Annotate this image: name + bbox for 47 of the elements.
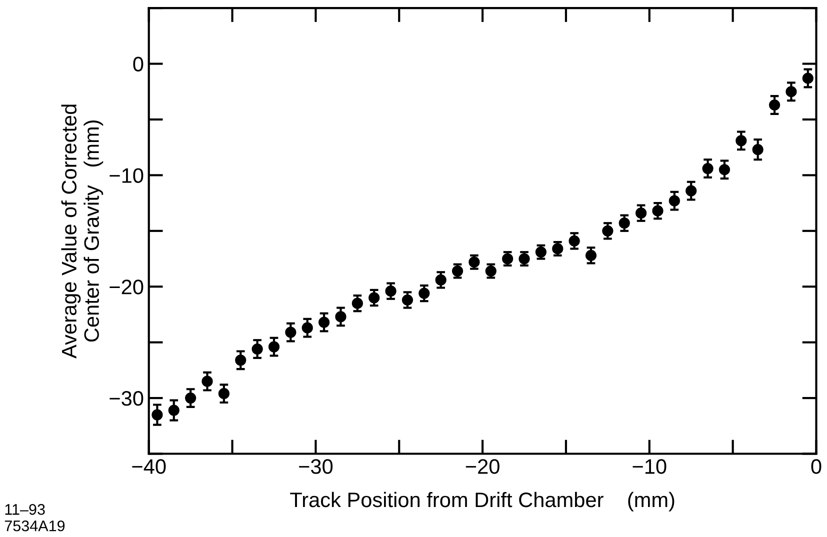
point: [752, 144, 764, 156]
point: [668, 195, 680, 206]
point: [418, 288, 430, 299]
point: [736, 135, 747, 146]
point: [652, 205, 664, 216]
point: [235, 354, 246, 366]
point: [468, 256, 480, 268]
point: [435, 274, 446, 286]
x-tick-label: 0: [811, 459, 822, 474]
point: [185, 392, 196, 404]
point: [168, 404, 180, 416]
point: [786, 86, 797, 98]
point: [768, 99, 780, 111]
y-tick-label: −20: [110, 280, 144, 294]
point: [385, 286, 396, 297]
point: [318, 316, 330, 328]
point: [352, 298, 363, 309]
y-tick-label: −10: [110, 168, 144, 183]
point: [285, 326, 296, 338]
x-tick-label: −40: [132, 459, 166, 474]
point: [636, 208, 647, 219]
point: [218, 388, 230, 400]
point: [268, 341, 280, 352]
point: [252, 343, 263, 355]
point: [302, 322, 313, 334]
text: 11–93 7534A19: [4, 504, 65, 532]
point: [585, 250, 597, 261]
point: [152, 409, 163, 420]
x-tick-label: −20: [466, 459, 500, 474]
point: [568, 235, 580, 246]
point: [535, 246, 547, 258]
point: [368, 292, 380, 304]
point: [335, 311, 346, 322]
point: [602, 225, 614, 236]
point: [718, 164, 730, 176]
x-tick-label: −30: [299, 459, 333, 474]
x-axis-title: Track Position from Drift Chamber (mm): [290, 492, 674, 512]
point: [802, 72, 814, 84]
point: [402, 294, 414, 306]
point: [702, 162, 714, 174]
y-tick-label: 0: [133, 56, 144, 72]
y-axis-title: Average Value of Corrected Center of Gravity (mm): [61, 104, 104, 358]
point: [686, 185, 697, 196]
point: [202, 376, 213, 387]
y-tick-label: −30: [110, 391, 144, 406]
x-tick-label: −10: [632, 459, 666, 474]
point: [618, 218, 630, 229]
